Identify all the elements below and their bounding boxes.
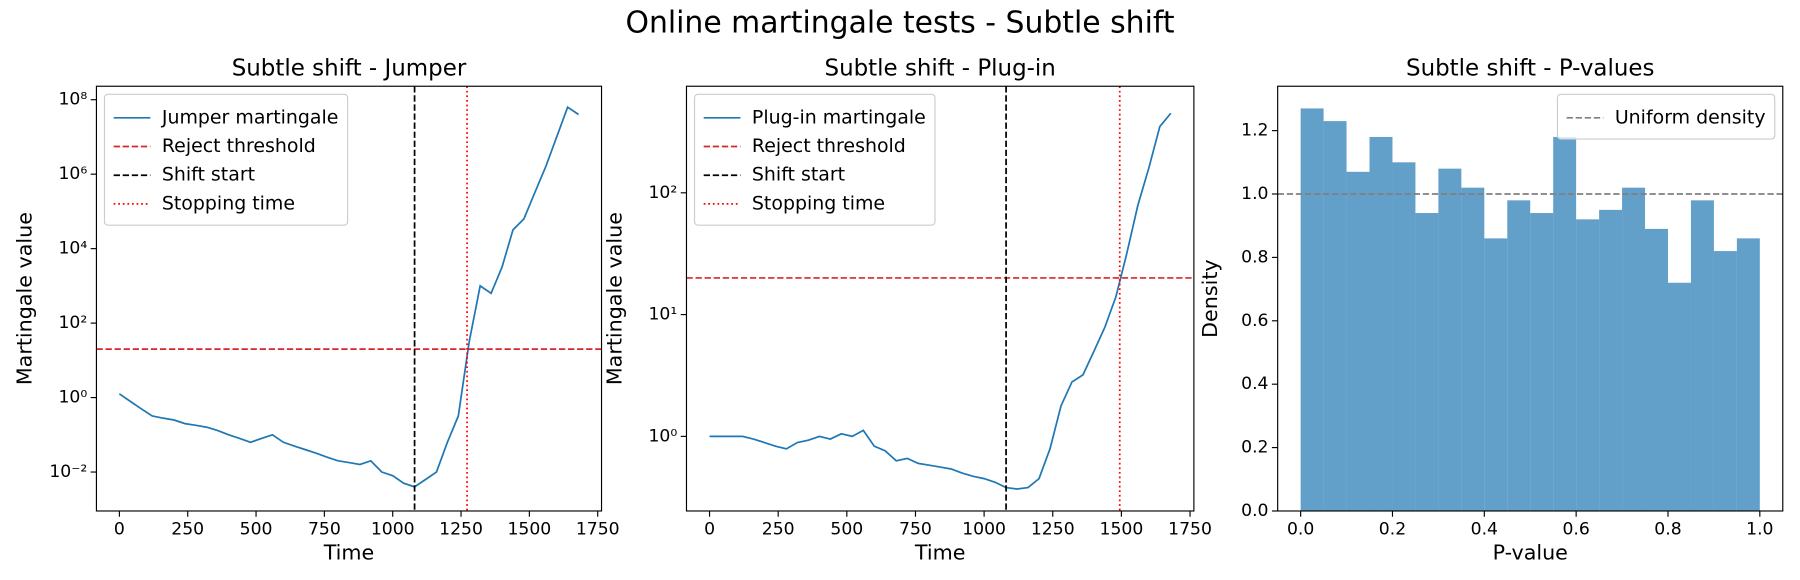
histogram-bar xyxy=(1346,171,1370,511)
histogram-bar xyxy=(1553,136,1577,511)
legend-label: Shift start xyxy=(752,164,845,186)
legend: Plug-in martingale Reject threshold Shift … xyxy=(693,93,936,226)
histogram-bar xyxy=(1713,251,1737,511)
y-tick-label: 10⁰ xyxy=(648,426,677,446)
x-tick-label: 1000 xyxy=(371,519,415,539)
legend-label: Plug-in martingale xyxy=(752,106,926,128)
x-tick-label: 1250 xyxy=(439,519,483,539)
y-tick-label: 10⁻² xyxy=(49,462,87,482)
histogram-bar xyxy=(1507,200,1531,511)
legend-label: Stopping time xyxy=(162,192,295,214)
histogram-bar xyxy=(1415,213,1439,511)
subplot-title: Subtle shift - P-values xyxy=(1406,56,1654,82)
plot-area xyxy=(686,86,1194,511)
x-tick-label: 750 xyxy=(308,519,341,539)
x-tick-label: 750 xyxy=(899,519,932,539)
y-tick-label: 0.8 xyxy=(1241,247,1268,267)
y-tick-label: 10⁶ xyxy=(58,164,87,184)
series-line xyxy=(709,112,1172,490)
series-line xyxy=(118,105,580,488)
subplot: Subtle shift - Plug-in Time Martingale val… xyxy=(602,56,1212,565)
y-tick-label: 10⁸ xyxy=(58,90,87,110)
subplot-title: Subtle shift - Jumper xyxy=(232,56,467,82)
y-tick-label: 10² xyxy=(58,313,87,333)
histogram-bar xyxy=(1645,228,1668,511)
x-tick-label: 0.0 xyxy=(1287,519,1314,539)
subplot: Subtle shift - P-values P-value Density 0.0… xyxy=(1198,56,1784,564)
y-tick-label: 1.0 xyxy=(1241,184,1268,204)
plot-area xyxy=(1277,108,1783,511)
subplot-title: Subtle shift - Plug-in xyxy=(825,56,1056,82)
histogram-bar xyxy=(1323,121,1347,511)
legend-label: Uniform density xyxy=(1615,106,1766,128)
histogram-bar xyxy=(1736,238,1760,511)
x-tick-label: 0 xyxy=(114,519,125,539)
x-tick-label: 500 xyxy=(830,519,863,539)
y-tick-label: 0.4 xyxy=(1241,374,1268,394)
axes-frame xyxy=(685,85,1195,512)
histogram-bar xyxy=(1484,238,1508,511)
histogram-bar xyxy=(1461,187,1485,511)
histogram-bar xyxy=(1300,108,1324,511)
histogram-bar xyxy=(1667,282,1691,511)
legend-label: Shift start xyxy=(162,164,255,186)
x-axis-label: Time xyxy=(323,540,375,564)
axes-frame xyxy=(1277,85,1784,512)
y-tick-label: 10⁴ xyxy=(58,239,87,259)
x-tick-label: 1750 xyxy=(1168,519,1212,539)
x-tick-label: 500 xyxy=(240,519,273,539)
histogram-bar xyxy=(1622,187,1646,511)
x-tick-label: 0.6 xyxy=(1562,519,1589,539)
x-axis-label: P-value xyxy=(1493,540,1568,564)
x-tick-label: 250 xyxy=(762,519,795,539)
histogram-bar xyxy=(1369,136,1393,511)
histogram-bar xyxy=(1392,162,1416,511)
y-tick-label: 10² xyxy=(648,183,677,203)
x-tick-label: 1250 xyxy=(1031,519,1075,539)
histogram-bar xyxy=(1690,200,1714,511)
legend-label: Stopping time xyxy=(752,192,885,214)
legend-box xyxy=(103,93,349,226)
x-tick-label: 1500 xyxy=(1100,519,1144,539)
histogram-bar xyxy=(1599,209,1623,511)
y-axis-label: Martingale value xyxy=(12,212,36,385)
figure-title: Online martingale tests - Subtle shift xyxy=(625,6,1174,41)
x-tick-label: 0.2 xyxy=(1379,519,1406,539)
legend-box xyxy=(693,93,936,226)
y-tick-label: 0.0 xyxy=(1241,501,1268,521)
x-tick-label: 0.8 xyxy=(1654,519,1681,539)
x-tick-label: 0 xyxy=(704,519,715,539)
axes-frame xyxy=(95,85,603,512)
x-tick-label: 1000 xyxy=(962,519,1006,539)
y-axis-label: Density xyxy=(1198,259,1222,338)
legend-label: Reject threshold xyxy=(752,135,906,157)
subplot: Subtle shift - Jumper Time Martingale valu… xyxy=(12,56,619,565)
x-tick-label: 1.0 xyxy=(1746,519,1773,539)
y-tick-label: 0.2 xyxy=(1241,438,1268,458)
legend-label: Reject threshold xyxy=(162,135,316,157)
y-axis-label: Martingale value xyxy=(602,212,626,385)
legend: Uniform density xyxy=(1556,93,1776,140)
y-tick-label: 0.6 xyxy=(1241,311,1268,331)
y-tick-label: 10⁰ xyxy=(58,388,87,408)
histogram-bar xyxy=(1530,213,1554,511)
plot-area xyxy=(96,86,602,511)
x-tick-label: 0.4 xyxy=(1471,519,1498,539)
histogram-bar xyxy=(1438,168,1462,511)
x-tick-label: 1750 xyxy=(576,519,620,539)
x-tick-label: 250 xyxy=(171,519,204,539)
x-axis-label: Time xyxy=(914,540,966,564)
x-tick-label: 1500 xyxy=(507,519,551,539)
legend: Jumper martingale Reject threshold Shift s… xyxy=(103,93,349,226)
y-tick-label: 1.2 xyxy=(1241,121,1268,141)
legend-label: Jumper martingale xyxy=(161,106,339,128)
y-tick-label: 10¹ xyxy=(648,305,677,325)
legend-box xyxy=(1556,93,1776,140)
histogram-bar xyxy=(1576,219,1600,511)
